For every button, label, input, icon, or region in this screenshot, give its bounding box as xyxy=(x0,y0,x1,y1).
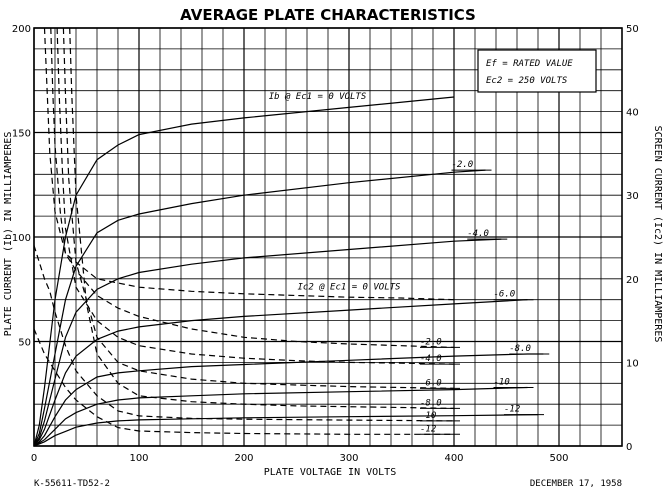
conditions-box: Ef = RATED VALUE Ec2 = 250 VOLTS xyxy=(477,49,597,93)
condition-ec2: Ec2 = 250 VOLTS xyxy=(486,76,568,86)
screen-curve-label: -12 xyxy=(420,424,436,434)
plate-current-curve xyxy=(33,386,528,447)
footer-drawing-number: K-55611-TD52-2 xyxy=(34,479,110,489)
axes xyxy=(33,27,623,447)
screen-current-curve xyxy=(62,27,455,389)
x-axis-label: PLATE VOLTAGE IN VOLTS xyxy=(264,467,396,478)
plate-current-curve xyxy=(33,238,502,447)
screen-current-curve xyxy=(50,27,455,348)
y2-tick-label: 0 xyxy=(626,442,632,453)
condition-ef: Ef = RATED VALUE xyxy=(486,59,573,69)
plate-curve-label: -8.0 xyxy=(509,344,531,354)
x-tick-label: 100 xyxy=(129,453,148,464)
plate-current-heading: Ib @ Ec1 = 0 VOLTS xyxy=(269,92,367,102)
plate-curve-label: -6.0 xyxy=(494,290,516,300)
x-tick-label: 200 xyxy=(234,453,253,464)
screen-current-heading: Ic2 @ Ec1 = 0 VOLTS xyxy=(298,283,402,293)
y-tick-label: 150 xyxy=(12,129,31,140)
screen-curve-label: -4.0 xyxy=(420,354,442,364)
screen-current-curve xyxy=(69,27,455,409)
y-tick-label: 100 xyxy=(12,233,31,244)
screen-current-curves xyxy=(33,27,455,435)
x-tick-label: 400 xyxy=(444,453,463,464)
x-tick-label: 300 xyxy=(339,453,358,464)
plate-curve-label: -12 xyxy=(504,405,520,415)
screen-current-curve xyxy=(43,27,455,301)
screen-current-curve xyxy=(33,328,454,435)
y2-tick-label: 20 xyxy=(626,275,639,286)
y-tick-label: 200 xyxy=(12,24,31,35)
y2-tick-label: 50 xyxy=(626,24,639,35)
y2-tick-label: 30 xyxy=(626,191,639,202)
y2-tick-label: 40 xyxy=(626,108,639,119)
screen-curve-label: -8.0 xyxy=(420,398,442,408)
y-tick-label: 50 xyxy=(18,338,31,349)
curve-labels: -2.0 -4.0 -6.0 -8.0 -10 -12 -2.0 -4.0 -6.0 -8.0 -1… xyxy=(269,92,550,435)
plate-current-curve xyxy=(33,353,544,447)
plate-current-curve xyxy=(33,299,528,447)
screen-current-curve xyxy=(56,27,455,365)
screen-curve-label: -6.0 xyxy=(420,378,442,388)
plot-frame xyxy=(33,27,623,447)
x-tick-label: 0 xyxy=(31,453,37,464)
y2-axis-label: SCREEN CURRENT (Ic2) IN MILLIAMPERES xyxy=(652,126,663,343)
y-axis-label: PLATE CURRENT (Ib) IN MILLIAMPERES xyxy=(3,132,14,337)
y2-tick-label: 10 xyxy=(626,358,639,369)
x-tick-label: 500 xyxy=(549,453,568,464)
y2-tick-labels: 0 10 20 30 40 50 xyxy=(626,24,639,453)
plate-curve-label: -2.0 xyxy=(452,160,474,170)
screen-current-curve xyxy=(33,245,455,422)
x-tick-labels: 0 100 200 300 400 500 xyxy=(31,453,569,464)
plate-current-curve xyxy=(33,96,455,447)
plate-current-curve xyxy=(33,169,486,447)
plate-current-curves xyxy=(33,96,544,447)
screen-curve-label: -2.0 xyxy=(420,337,442,347)
y-tick-labels: 50 100 150 200 xyxy=(12,24,31,349)
plate-curve-label: -4.0 xyxy=(467,229,489,239)
footer-date: DECEMBER 17, 1958 xyxy=(530,479,622,489)
plate-curve-label: -10 xyxy=(494,377,510,387)
chart-title: AVERAGE PLATE CHARACTERISTICS xyxy=(180,6,476,24)
screen-curve-label: -10 xyxy=(420,411,436,421)
